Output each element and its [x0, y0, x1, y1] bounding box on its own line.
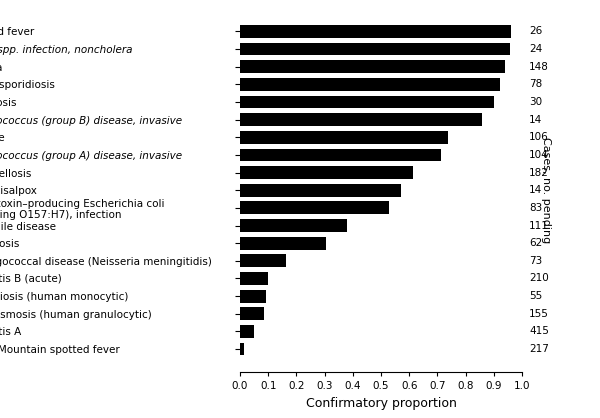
Y-axis label: Cases, no. pending: Cases, no. pending: [541, 137, 551, 243]
Bar: [240, 343, 244, 355]
Text: 14: 14: [529, 185, 542, 195]
Text: 415: 415: [529, 326, 549, 336]
Bar: [240, 325, 254, 338]
Bar: [240, 219, 347, 232]
Text: 83: 83: [529, 203, 542, 213]
X-axis label: Confirmatory proportion: Confirmatory proportion: [305, 397, 457, 410]
Text: 24: 24: [529, 44, 542, 54]
Text: 73: 73: [529, 256, 542, 266]
Bar: [240, 96, 494, 108]
Bar: [240, 290, 266, 303]
Text: 210: 210: [529, 273, 548, 283]
Text: 55: 55: [529, 291, 542, 301]
Text: 62: 62: [529, 238, 542, 248]
Text: 148: 148: [529, 61, 549, 71]
Bar: [240, 43, 510, 55]
Bar: [240, 131, 448, 143]
Bar: [240, 255, 286, 267]
Text: 30: 30: [529, 97, 542, 107]
Text: 155: 155: [529, 309, 549, 319]
Text: 182: 182: [529, 168, 549, 178]
Bar: [240, 78, 500, 91]
Text: 104: 104: [529, 150, 548, 160]
Bar: [240, 184, 401, 196]
Bar: [240, 60, 505, 73]
Text: 14: 14: [529, 115, 542, 125]
Text: 26: 26: [529, 26, 542, 36]
Bar: [240, 113, 482, 126]
Bar: [240, 148, 441, 161]
Bar: [240, 272, 268, 285]
Text: 106: 106: [529, 132, 548, 142]
Text: 78: 78: [529, 79, 542, 89]
Bar: [240, 308, 263, 320]
Bar: [240, 25, 511, 38]
Bar: [240, 166, 413, 179]
Text: 111: 111: [529, 221, 549, 230]
Bar: [240, 201, 389, 214]
Bar: [240, 237, 326, 250]
Text: 217: 217: [529, 344, 549, 354]
